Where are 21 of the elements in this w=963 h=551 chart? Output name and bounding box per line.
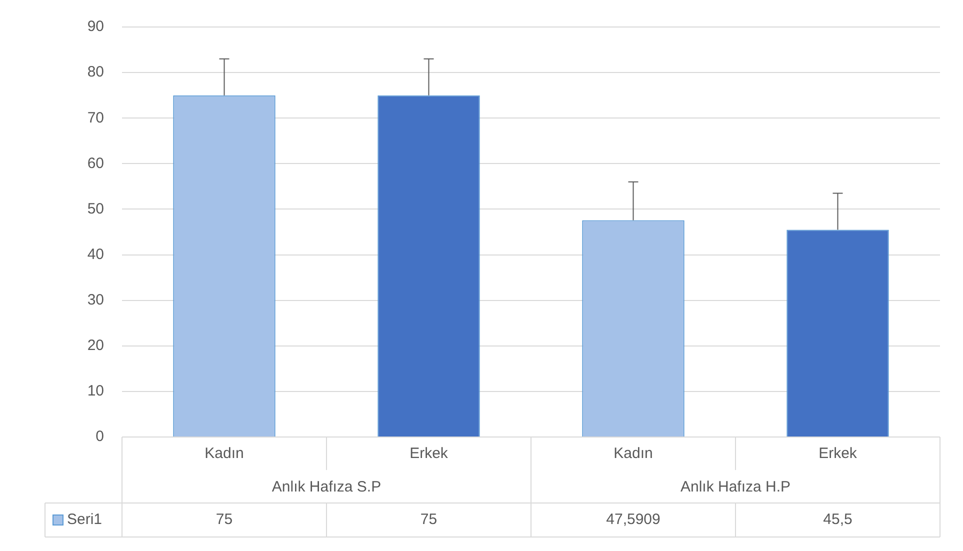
y-tick-label: 10 — [87, 382, 104, 400]
x-tick-label: Kadın — [614, 445, 653, 462]
y-tick-label: 90 — [87, 18, 104, 36]
y-tick-label: 30 — [87, 291, 104, 308]
text: Anlık Hafıza S.P — [272, 478, 382, 496]
y-tick-label: 70 — [87, 109, 104, 126]
data-label: 45,5 — [823, 511, 852, 528]
y-tick-label: 40 — [87, 246, 104, 263]
x-tick-label: Erkek — [818, 445, 858, 462]
y-tick-label: 20 — [87, 337, 104, 354]
y-tick-label: 60 — [87, 154, 104, 172]
y-tick-label: 50 — [87, 200, 104, 218]
data-label: 75 — [420, 511, 438, 528]
data-label: 47,5909 — [606, 511, 660, 528]
x-tick-label: Kadın — [204, 445, 244, 462]
y-tick-label: 0 — [96, 428, 104, 446]
legend-label: Seri1 — [67, 511, 102, 528]
text: Anlık Hafıza H.P — [680, 478, 791, 496]
y-tick-label: 80 — [87, 64, 104, 81]
data-label: 75 — [216, 511, 233, 528]
x-tick-label: Erkek — [410, 445, 448, 462]
